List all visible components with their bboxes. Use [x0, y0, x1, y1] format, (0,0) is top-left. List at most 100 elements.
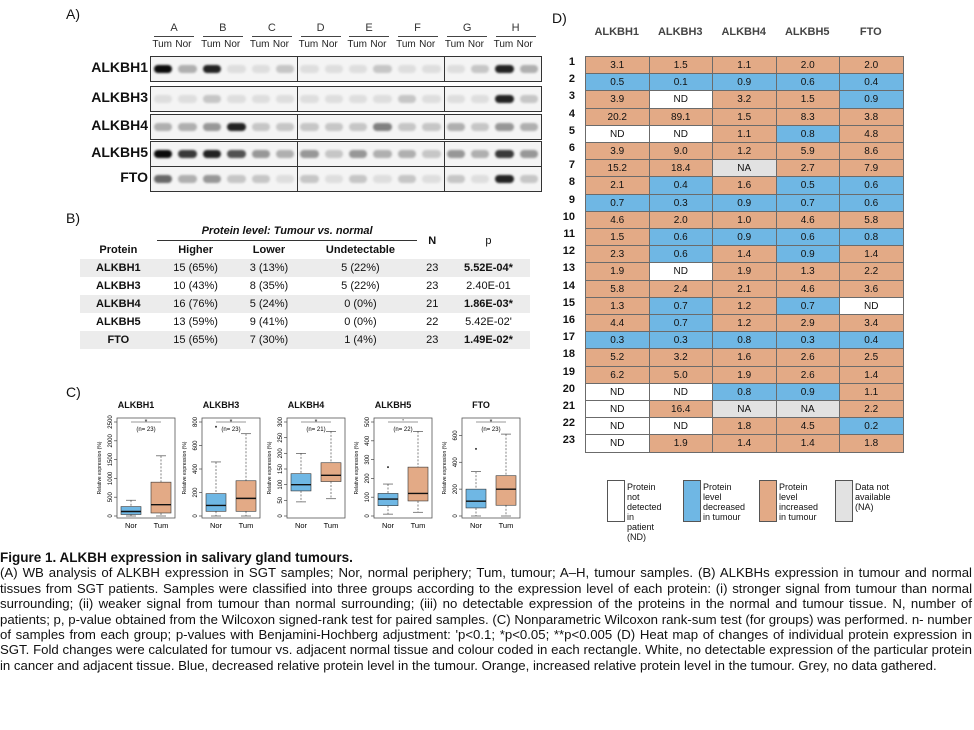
- blot-band: [300, 175, 319, 183]
- heatmap-cell: 1.8: [712, 417, 777, 436]
- blot-divider: [297, 142, 299, 166]
- blot-band: [373, 65, 392, 73]
- blot-row: [150, 141, 542, 167]
- heatmap-cell: 20.2: [585, 107, 650, 126]
- heatmap-cell: NA: [712, 400, 777, 419]
- heatmap-row-label: 12: [562, 245, 575, 258]
- heatmap-row-label: 22: [562, 417, 575, 430]
- y-tick-label: 250: [278, 432, 284, 443]
- heatmap-cell: 0.7: [648, 296, 713, 315]
- box: [120, 506, 142, 515]
- heatmap-column-header: ALKBH5: [784, 26, 830, 38]
- heatmap-column-header: ALKBH3: [657, 26, 703, 38]
- lane-nor-label: Nor: [467, 39, 484, 50]
- blot-band: [202, 95, 222, 103]
- blot-band: [519, 175, 538, 183]
- blot-band: [227, 175, 246, 183]
- box: [495, 475, 517, 506]
- heatmap-cell: 89.1: [648, 107, 713, 126]
- box: [407, 466, 429, 502]
- lane-label: D: [316, 22, 325, 34]
- y-tick-label: 0: [453, 514, 459, 518]
- cell-higher: 13 (59%): [173, 316, 218, 328]
- panel-label-c: C): [66, 384, 81, 400]
- blot-band: [373, 175, 392, 183]
- heatmap-column-header: ALKBH4: [721, 26, 767, 38]
- cell-p: 5.52E-04*: [446, 259, 530, 277]
- heatmap-cell: ND: [585, 124, 650, 143]
- box: [150, 481, 172, 514]
- heatmap-row-label: 17: [562, 331, 575, 344]
- th-lower: Lower: [252, 244, 286, 256]
- y-tick-label: 300: [278, 416, 284, 427]
- plot-frame: [201, 417, 261, 519]
- heatmap-row-label: 1: [568, 56, 575, 68]
- blot-band: [470, 150, 490, 158]
- n-label: (n= 23): [221, 427, 240, 433]
- y-tick-label: 200: [365, 473, 371, 484]
- heatmap-cell: 0.3: [585, 331, 650, 350]
- blot-band: [349, 95, 368, 103]
- blot-band: [178, 65, 197, 73]
- heatmap-cell: ND: [648, 90, 713, 109]
- cell-higher: 15 (65%): [156, 331, 235, 349]
- heatmap-cell: 0.8: [775, 124, 840, 143]
- heatmap-cell: 1.2: [712, 296, 777, 315]
- blot-band: [275, 65, 295, 73]
- x-tick-label: Nor: [470, 521, 483, 530]
- blot-band: [470, 123, 490, 131]
- x-tick-label: Tum: [324, 521, 339, 530]
- heatmap-cell: 1.5: [648, 56, 713, 75]
- blot-band: [251, 175, 270, 183]
- blot-band: [422, 150, 441, 158]
- blot-band: [349, 65, 368, 73]
- lane-tum-label: Tum: [201, 39, 221, 50]
- caption-body: (A) WB analysis of ALKBH expression in S…: [0, 565, 972, 673]
- heatmap-row-label: 9: [568, 193, 575, 206]
- lane-nor-label: Nor: [516, 39, 533, 50]
- heatmap-cell: 0.7: [775, 193, 840, 212]
- y-tick-label: 50: [278, 496, 284, 503]
- heatmap-row-label: 21: [562, 400, 575, 412]
- blot-band: [495, 65, 514, 73]
- legend-swatch: [607, 479, 625, 522]
- blot-divider: [297, 57, 299, 81]
- outlier-point: [215, 425, 217, 428]
- lane-label: H: [511, 22, 520, 34]
- x-tick-label: Tum: [239, 521, 254, 530]
- th-p: p: [485, 234, 492, 247]
- heatmap-cell: 4.6: [585, 210, 650, 229]
- heatmap-cell: 5.8: [585, 279, 650, 298]
- heatmap-cell: 4.6: [775, 210, 840, 229]
- heatmap-cell: ND: [648, 124, 713, 143]
- box: [205, 493, 227, 512]
- heatmap-row-label: 6: [568, 142, 575, 154]
- heatmap-cell: 2.0: [775, 56, 840, 75]
- blot-divider: [443, 142, 445, 166]
- blot-divider: [443, 115, 445, 139]
- table-row: ALKBH3 10 (43%) 8 (35%) 5 (22%) 23 2.40E-01: [80, 277, 530, 295]
- blot-band: [300, 95, 319, 103]
- box: [465, 488, 487, 509]
- blot-band: [202, 150, 222, 158]
- heatmap-cell: 1.8: [839, 434, 904, 453]
- blot-protein-label: ALKBH5: [91, 144, 148, 160]
- plot-frame: [461, 417, 521, 519]
- y-tick-label: 400: [453, 457, 459, 468]
- boxplot-title: FTO: [472, 400, 490, 410]
- lane-tum-label: Tum: [493, 39, 514, 50]
- y-axis-label: Relative expression (%): [97, 441, 103, 494]
- cell-p: 2.40E-01: [466, 280, 511, 292]
- heatmap-cell: 1.5: [775, 90, 840, 109]
- cell-higher: 16 (76%): [156, 295, 235, 313]
- table-row: ALKBH1 15 (65%) 3 (13%) 5 (22%) 23 5.52E-04*: [80, 259, 530, 277]
- y-tick-label: 400: [193, 463, 199, 474]
- cell-n: 23: [417, 259, 447, 277]
- blot-protein-label: ALKBH1: [91, 59, 148, 75]
- lane-nor-label: Nor: [272, 39, 289, 50]
- protein-level-table: Protein Protein level: Tumour vs. normal…: [80, 222, 530, 349]
- blot-band: [202, 175, 222, 183]
- y-tick-label: 1500: [108, 452, 114, 466]
- cell-lower: 9 (41%): [249, 316, 289, 328]
- heatmap-cell: 4.5: [775, 417, 840, 436]
